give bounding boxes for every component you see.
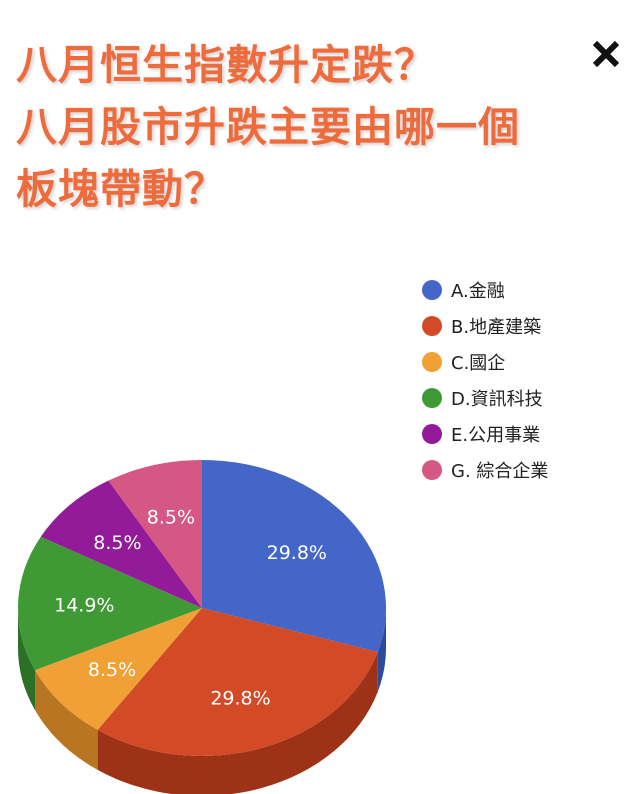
legend-item-d[interactable]: D.資訊科技 xyxy=(422,380,548,416)
pie-side-d xyxy=(18,608,36,711)
legend-swatch-a xyxy=(422,280,442,300)
pie-label-e: 8.5% xyxy=(93,532,141,554)
legend-label-g: G. 綜合企業 xyxy=(451,461,549,482)
pie-label-c: 8.5% xyxy=(88,659,136,681)
page-title: 八月恒生指數升定跌？ 八月股市升跌主要由哪一個 板塊帶動？ xyxy=(16,34,596,220)
pie-side-a xyxy=(377,608,386,692)
close-icon xyxy=(592,40,620,68)
pie-label-b: 29.8% xyxy=(210,688,270,710)
legend-label-b: B.地產建築 xyxy=(451,317,542,338)
legend-swatch-b xyxy=(422,316,442,336)
legend-item-c[interactable]: C.國企 xyxy=(422,344,548,380)
pie-slice-c[interactable] xyxy=(35,608,203,730)
pie-label-a: 29.8% xyxy=(267,542,327,564)
title-line-1: 八月恒生指數升定跌？ xyxy=(16,41,436,89)
legend-swatch-d xyxy=(422,388,442,408)
pie-label-g: 8.5% xyxy=(147,507,195,529)
title-line-3: 板塊帶動？ xyxy=(16,165,226,213)
pie-label-d: 14.9% xyxy=(54,595,114,617)
legend-swatch-c xyxy=(422,352,442,372)
pie-slice-a[interactable] xyxy=(202,460,386,652)
legend-item-e[interactable]: E.公用事業 xyxy=(422,416,548,452)
pie-slice-g[interactable] xyxy=(108,460,202,608)
pie-slices xyxy=(17,460,386,756)
pie-slice-b[interactable] xyxy=(97,608,378,756)
pie-slice-e[interactable] xyxy=(40,480,203,608)
title-line-2: 八月股市升跌主要由哪一個 xyxy=(16,103,520,151)
legend-item-g[interactable]: G. 綜合企業 xyxy=(422,452,548,488)
legend-label-e: E.公用事業 xyxy=(451,425,541,446)
chart-legend: A.金融 B.地產建築 C.國企 D.資訊科技 E.公用事業 G. 綜合企業 xyxy=(422,272,548,488)
close-button[interactable] xyxy=(586,34,626,74)
legend-swatch-g xyxy=(422,460,442,480)
pie-slice-d[interactable] xyxy=(17,536,203,671)
legend-label-c: C.國企 xyxy=(451,353,506,374)
pie-side-b xyxy=(97,651,378,794)
pie-side-c xyxy=(35,670,98,770)
legend-item-a[interactable]: A.金融 xyxy=(422,272,548,308)
pie-value-labels: 29.8% 29.8% 8.5% 14.9% 8.5% 8.5% xyxy=(54,507,327,710)
legend-item-b[interactable]: B.地產建築 xyxy=(422,308,548,344)
legend-swatch-e xyxy=(422,424,442,444)
pie-side-walls xyxy=(18,608,386,794)
legend-label-a: A.金融 xyxy=(451,281,505,302)
legend-label-d: D.資訊科技 xyxy=(451,389,543,410)
